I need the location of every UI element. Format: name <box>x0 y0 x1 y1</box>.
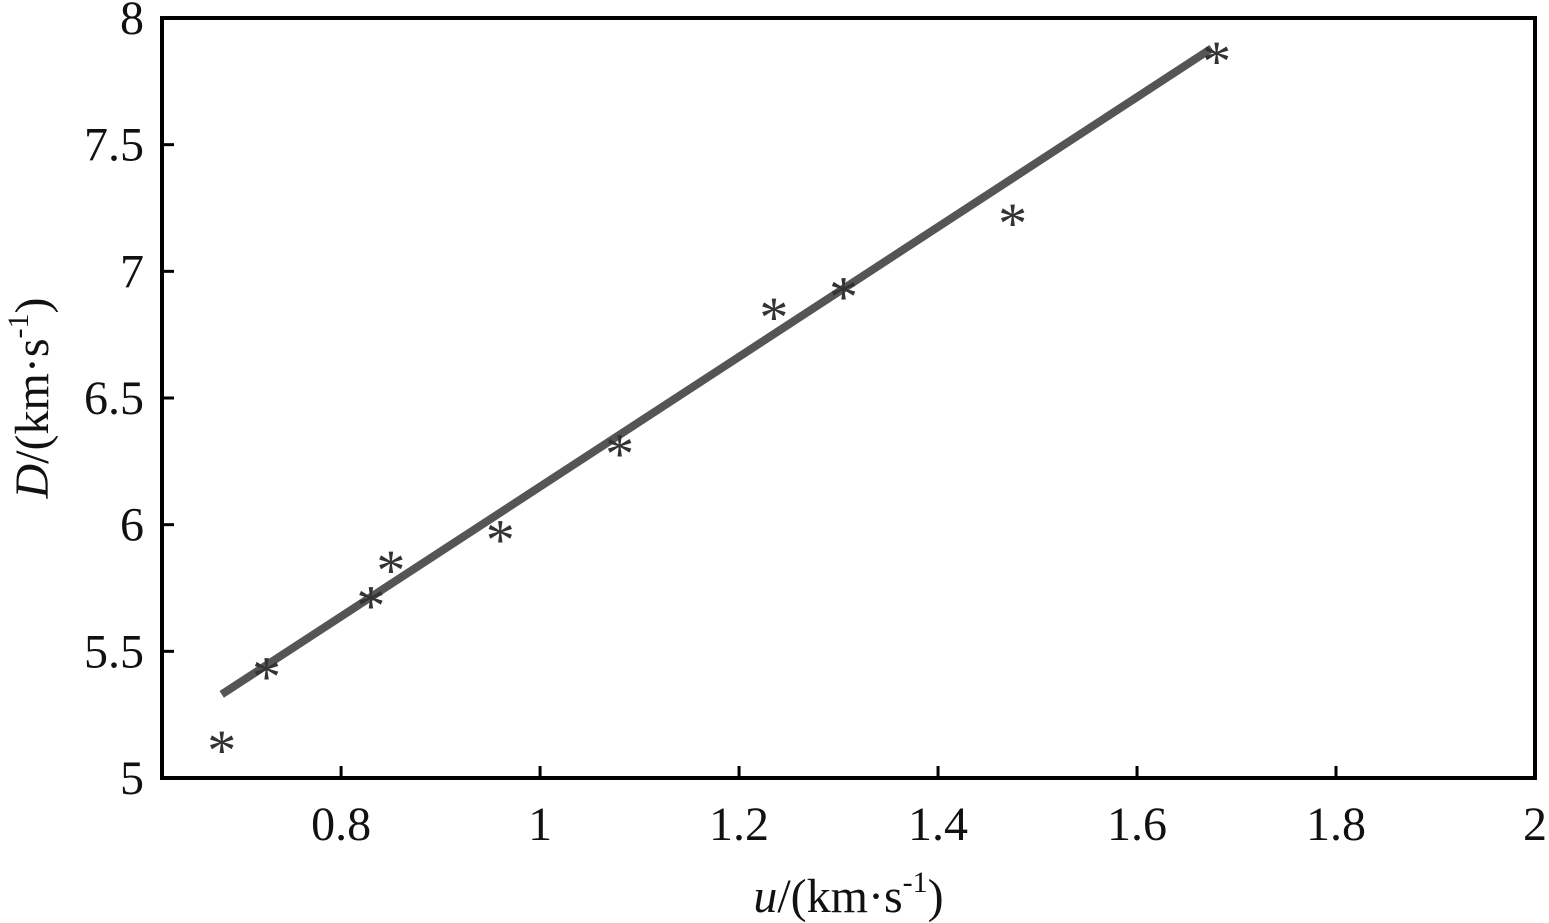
plot-frame <box>160 16 1537 780</box>
data-points: **** *** *** <box>207 29 1231 783</box>
data-point: * <box>1202 29 1231 94</box>
y-tick-label: 5.5 <box>84 625 144 678</box>
y-axis-exponent: -1 <box>2 313 35 338</box>
y-tick-label: 8 <box>120 0 144 45</box>
data-point: * <box>829 265 858 330</box>
data-point: * <box>998 191 1027 256</box>
y-axis-unit: /(km·s <box>6 338 59 463</box>
data-point: * <box>486 508 515 573</box>
x-tick-label: 2 <box>1523 798 1547 851</box>
x-tick-label: 1.4 <box>908 798 968 851</box>
data-point: * <box>759 285 788 350</box>
y-tick-label: 7.5 <box>84 119 144 172</box>
x-tick-label: 0.8 <box>311 798 371 851</box>
data-point: * <box>376 538 405 603</box>
y-tick-label: 7 <box>120 245 144 298</box>
data-point: * <box>356 574 385 639</box>
x-tick-label: 1.2 <box>709 798 769 851</box>
y-ticks: 5 5.5 6 6.5 7 7.5 8 <box>84 0 174 805</box>
data-point: * <box>605 422 634 487</box>
y-axis-variable: D <box>6 464 59 500</box>
x-tick-label: 1.6 <box>1107 798 1167 851</box>
data-point: * <box>252 645 281 710</box>
y-tick-label: 6.5 <box>84 372 144 425</box>
y-tick-label: 6 <box>120 499 144 552</box>
x-axis-variable: u <box>753 870 777 923</box>
y-tick-label: 5 <box>120 752 144 805</box>
x-axis-label: u/(km·s-1) <box>753 866 943 923</box>
x-axis-close: ) <box>928 870 944 923</box>
x-axis-unit: /(km·s <box>777 870 902 923</box>
data-point: * <box>207 718 236 783</box>
y-axis-label: D/(km·s-1) <box>2 298 59 500</box>
x-ticks: 0.8 1 1.2 1.4 1.6 1.8 2 <box>311 766 1547 851</box>
x-tick-label: 1.8 <box>1306 798 1366 851</box>
x-tick-label: 1 <box>528 798 552 851</box>
fit-line <box>219 45 1214 698</box>
y-axis-close: ) <box>6 298 59 314</box>
x-axis-exponent: -1 <box>903 866 928 899</box>
